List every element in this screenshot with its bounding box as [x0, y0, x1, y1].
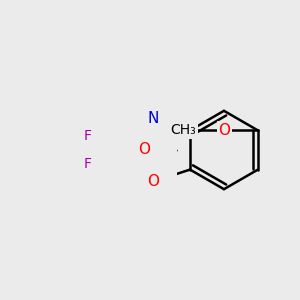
Text: O: O — [138, 142, 150, 158]
Text: CH₃: CH₃ — [170, 123, 196, 137]
Text: F: F — [84, 129, 92, 143]
Text: O: O — [219, 123, 231, 138]
Text: F: F — [84, 157, 92, 171]
Text: N: N — [147, 111, 158, 126]
Text: O: O — [147, 174, 159, 189]
